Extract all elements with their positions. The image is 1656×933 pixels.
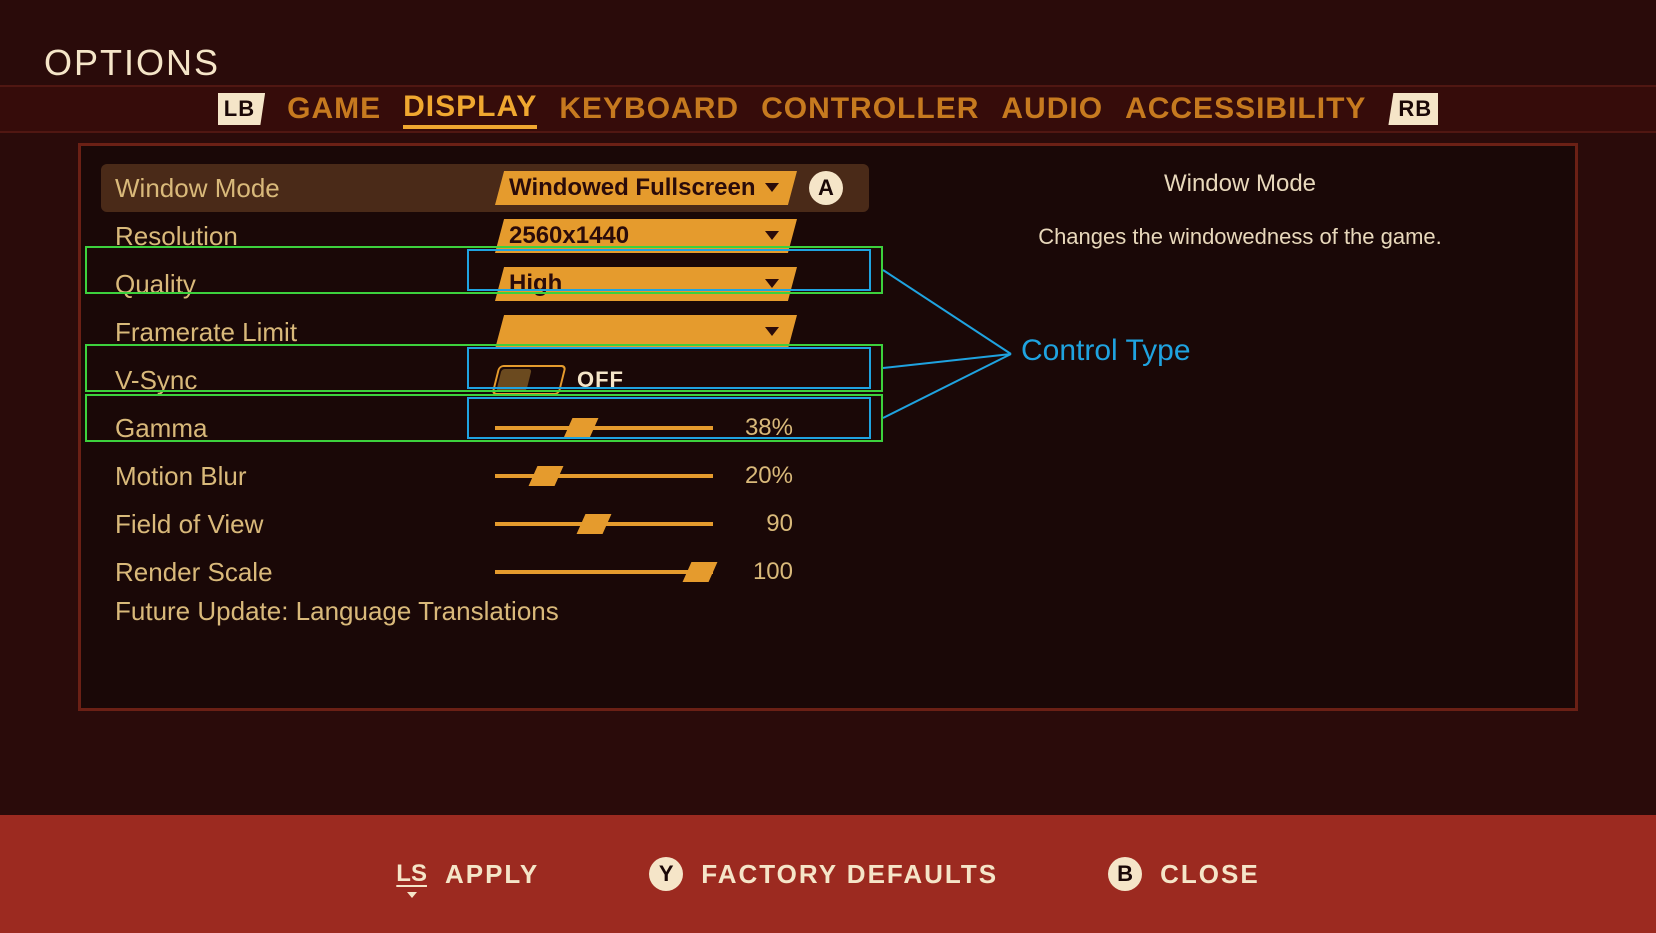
rb-bumper-icon[interactable]: RB: [1388, 93, 1438, 125]
info-title: Window Mode: [925, 170, 1555, 198]
slider[interactable]: 20%: [495, 462, 815, 490]
setting-label: Quality: [115, 269, 495, 300]
footer-close[interactable]: B CLOSE: [1108, 857, 1260, 891]
footer-bar: LS APPLY Y FACTORY DEFAULTS B CLOSE: [0, 815, 1656, 933]
setting-label: Render Scale: [115, 557, 495, 588]
setting-row-gamma[interactable]: Gamma 38%: [101, 404, 869, 452]
slider[interactable]: 100: [495, 558, 815, 586]
tab-game[interactable]: GAME: [287, 92, 381, 126]
dropdown[interactable]: 2560x1440: [495, 219, 797, 253]
setting-row-resolution[interactable]: Resolution2560x1440: [101, 212, 869, 260]
factory-label: FACTORY DEFAULTS: [701, 859, 998, 890]
future-update-note: Future Update: Language Translations: [101, 596, 1555, 627]
toggle[interactable]: OFF: [495, 365, 624, 395]
dropdown[interactable]: [495, 315, 797, 349]
setting-label: Framerate Limit: [115, 317, 495, 348]
page-title: OPTIONS: [44, 42, 220, 84]
footer-apply[interactable]: LS APPLY: [396, 859, 539, 890]
slider-value: 38%: [733, 414, 793, 442]
chevron-down-icon: [765, 279, 779, 288]
close-label: CLOSE: [1160, 859, 1260, 890]
tab-display[interactable]: DISPLAY: [403, 90, 537, 129]
setting-control: 90: [495, 500, 859, 548]
y-button-icon: Y: [649, 857, 683, 891]
setting-control: High: [495, 260, 859, 308]
settings-panel: Window ModeWindowed FullscreenAResolutio…: [78, 143, 1578, 711]
setting-control: 38%: [495, 404, 859, 452]
slider[interactable]: 90: [495, 510, 815, 538]
settings-column: Window ModeWindowed Fullscreen A Resolutio…: [101, 164, 869, 596]
annotation-label: Control Type: [1021, 334, 1191, 368]
setting-row-motion-blur[interactable]: Motion Blur 20%: [101, 452, 869, 500]
tab-audio[interactable]: AUDIO: [1001, 92, 1103, 126]
chevron-down-icon: [765, 327, 779, 336]
tab-keyboard[interactable]: KEYBOARD: [559, 92, 739, 126]
footer-factory-defaults[interactable]: Y FACTORY DEFAULTS: [649, 857, 998, 891]
setting-row-framerate-limit[interactable]: Framerate Limit: [101, 308, 869, 356]
setting-label: Resolution: [115, 221, 495, 252]
dropdown[interactable]: High: [495, 267, 797, 301]
setting-row-v-sync[interactable]: V-Sync OFF: [101, 356, 869, 404]
setting-label: Field of View: [115, 509, 495, 540]
setting-control: 20%: [495, 452, 859, 500]
slider-value: 90: [733, 510, 793, 538]
setting-row-field-of-view[interactable]: Field of View 90: [101, 500, 869, 548]
info-description: Changes the windowedness of the game.: [925, 224, 1555, 250]
tabs-bar: LB GAME DISPLAY KEYBOARD CONTROLLER AUDI…: [0, 85, 1656, 133]
setting-control: OFF: [495, 356, 859, 404]
toggle-state-label: OFF: [577, 367, 624, 393]
a-button-icon: A: [809, 171, 843, 205]
chevron-down-icon: [765, 183, 779, 192]
setting-row-render-scale[interactable]: Render Scale 100: [101, 548, 869, 596]
chevron-down-icon: [765, 231, 779, 240]
setting-row-window-mode[interactable]: Window ModeWindowed Fullscreen A: [101, 164, 869, 212]
setting-control: [495, 308, 859, 356]
slider-value: 20%: [733, 462, 793, 490]
setting-row-quality[interactable]: QualityHigh: [101, 260, 869, 308]
setting-control: 100: [495, 548, 859, 596]
slider[interactable]: 38%: [495, 414, 815, 442]
lb-bumper-icon[interactable]: LB: [218, 93, 265, 125]
setting-label: Gamma: [115, 413, 495, 444]
setting-control: Windowed Fullscreen A: [495, 164, 859, 212]
setting-label: Motion Blur: [115, 461, 495, 492]
setting-label: Window Mode: [115, 173, 495, 204]
dropdown[interactable]: Windowed Fullscreen: [495, 171, 797, 205]
setting-label: V-Sync: [115, 365, 495, 396]
tab-accessibility[interactable]: ACCESSIBILITY: [1125, 92, 1366, 126]
slider-value: 100: [733, 558, 793, 586]
ls-stick-icon: LS: [396, 860, 427, 888]
b-button-icon: B: [1108, 857, 1142, 891]
apply-label: APPLY: [445, 859, 539, 890]
tab-controller[interactable]: CONTROLLER: [761, 92, 979, 126]
setting-control: 2560x1440: [495, 212, 859, 260]
info-column: Window Mode Changes the windowedness of …: [925, 164, 1555, 250]
